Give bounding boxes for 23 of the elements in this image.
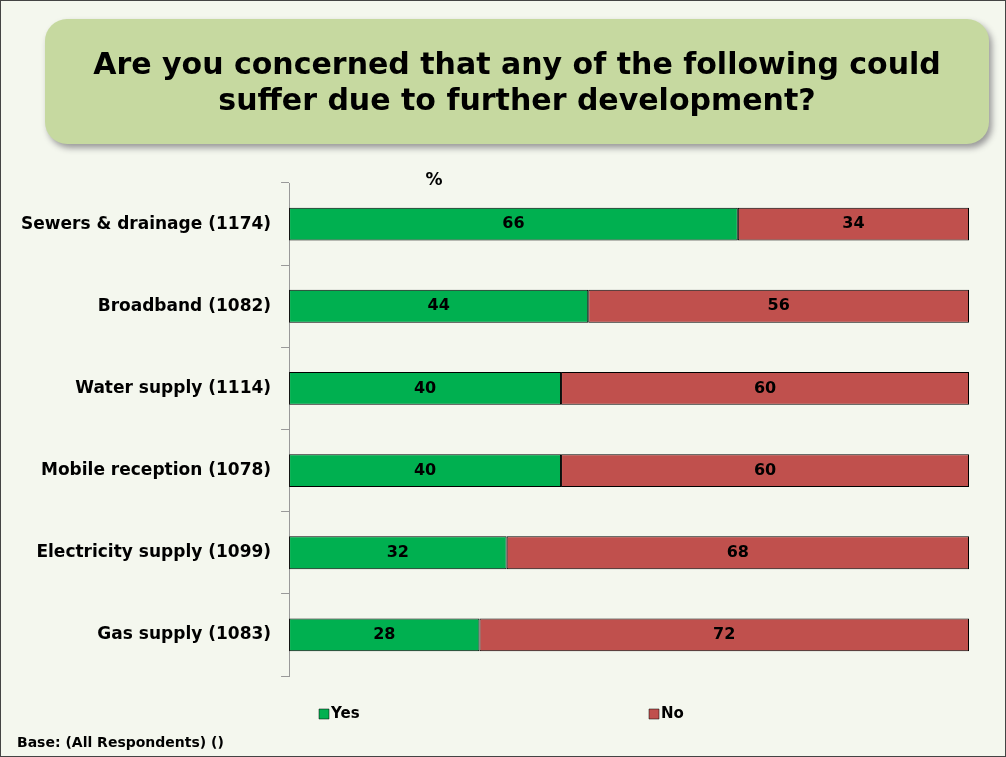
data-label: 66 [502, 213, 525, 233]
y-tick-label: Broadband (1082) [97, 294, 272, 315]
legend-label: Yes [330, 703, 360, 722]
x-axis-title: % [425, 169, 443, 190]
data-label: 40 [413, 377, 437, 397]
y-tick-label: Mobile reception (1078) [40, 459, 272, 480]
y-tick-label: Sewers & drainage (1174) [20, 212, 272, 233]
data-label: 56 [767, 295, 790, 315]
y-tick-label: Water supply (1114) [75, 376, 272, 397]
data-label: 44 [427, 295, 450, 315]
text: Base: (All Respondents) () [17, 733, 224, 750]
y-tick-label: Electricity supply (1099) [36, 541, 272, 562]
legend-label: No [661, 703, 684, 722]
data-label: 28 [373, 624, 396, 644]
chart-title: Are you concerned that any of the following could suffer due to further development? [45, 19, 989, 144]
data-label: 60 [753, 377, 777, 397]
data-label: 60 [753, 459, 777, 479]
y-tick-label: Gas supply (1083) [97, 623, 272, 644]
data-label: 68 [726, 541, 749, 561]
data-label: 32 [386, 541, 409, 561]
data-label: 34 [842, 213, 865, 233]
data-label: 40 [413, 459, 437, 479]
data-label: 72 [713, 624, 736, 644]
